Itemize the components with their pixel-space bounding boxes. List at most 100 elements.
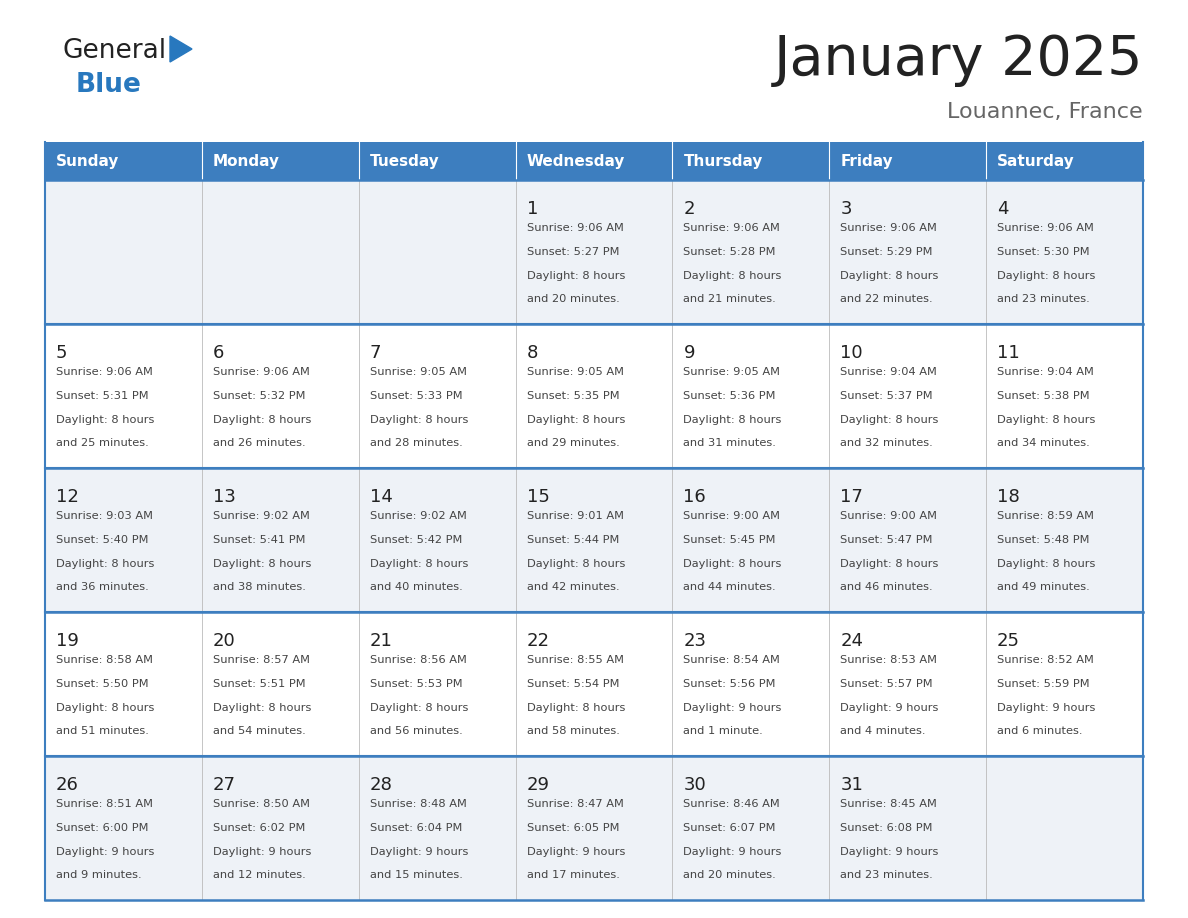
Text: Sunset: 5:32 PM: Sunset: 5:32 PM	[213, 391, 305, 401]
Text: Sunrise: 8:58 AM: Sunrise: 8:58 AM	[56, 655, 153, 666]
Text: Sunrise: 9:02 AM: Sunrise: 9:02 AM	[213, 511, 310, 521]
Text: Sunset: 5:40 PM: Sunset: 5:40 PM	[56, 535, 148, 545]
Bar	[672, 612, 829, 756]
Bar	[516, 324, 672, 468]
Text: Sunrise: 9:06 AM: Sunrise: 9:06 AM	[840, 223, 937, 233]
Text: and 40 minutes.: and 40 minutes.	[369, 583, 462, 592]
Text: Sunrise: 9:05 AM: Sunrise: 9:05 AM	[683, 367, 781, 377]
Text: January 2025: January 2025	[773, 33, 1143, 87]
Text: Sunrise: 9:01 AM: Sunrise: 9:01 AM	[526, 511, 624, 521]
Text: and 28 minutes.: and 28 minutes.	[369, 439, 462, 449]
Text: and 32 minutes.: and 32 minutes.	[840, 439, 933, 449]
Text: and 44 minutes.: and 44 minutes.	[683, 583, 776, 592]
Text: Sunrise: 8:45 AM: Sunrise: 8:45 AM	[840, 800, 937, 809]
Text: Daylight: 9 hours: Daylight: 9 hours	[213, 846, 311, 856]
Text: 7: 7	[369, 344, 381, 363]
Text: and 38 minutes.: and 38 minutes.	[213, 583, 305, 592]
Text: and 29 minutes.: and 29 minutes.	[526, 439, 619, 449]
Text: 17: 17	[840, 488, 864, 506]
Text: Blue: Blue	[76, 72, 141, 98]
Text: Sunset: 5:27 PM: Sunset: 5:27 PM	[526, 247, 619, 257]
Bar	[45, 324, 202, 468]
Bar	[672, 468, 829, 612]
Text: and 26 minutes.: and 26 minutes.	[213, 439, 305, 449]
Text: Sunset: 5:44 PM: Sunset: 5:44 PM	[526, 535, 619, 545]
Text: Sunrise: 9:06 AM: Sunrise: 9:06 AM	[997, 223, 1094, 233]
Text: and 42 minutes.: and 42 minutes.	[526, 583, 619, 592]
Text: and 17 minutes.: and 17 minutes.	[526, 870, 619, 880]
Text: Sunrise: 8:56 AM: Sunrise: 8:56 AM	[369, 655, 467, 666]
Text: Daylight: 9 hours: Daylight: 9 hours	[840, 702, 939, 712]
Text: Daylight: 8 hours: Daylight: 8 hours	[213, 415, 311, 425]
Text: Sunrise: 9:03 AM: Sunrise: 9:03 AM	[56, 511, 153, 521]
Text: 18: 18	[997, 488, 1019, 506]
Text: and 9 minutes.: and 9 minutes.	[56, 870, 141, 880]
Bar	[986, 612, 1143, 756]
Text: 4: 4	[997, 200, 1009, 218]
Text: 20: 20	[213, 633, 235, 650]
Text: Wednesday: Wednesday	[526, 154, 625, 169]
Text: Thursday: Thursday	[683, 154, 763, 169]
Text: Daylight: 8 hours: Daylight: 8 hours	[56, 702, 154, 712]
Text: Daylight: 9 hours: Daylight: 9 hours	[683, 846, 782, 856]
Bar	[829, 142, 986, 180]
Text: Tuesday: Tuesday	[369, 154, 440, 169]
Text: Sunrise: 8:52 AM: Sunrise: 8:52 AM	[997, 655, 1094, 666]
Text: Daylight: 9 hours: Daylight: 9 hours	[997, 702, 1095, 712]
Text: Daylight: 9 hours: Daylight: 9 hours	[526, 846, 625, 856]
Text: Sunset: 5:41 PM: Sunset: 5:41 PM	[213, 535, 305, 545]
Text: 26: 26	[56, 776, 78, 794]
Text: and 23 minutes.: and 23 minutes.	[840, 870, 933, 880]
Text: 31: 31	[840, 776, 864, 794]
Text: Sunrise: 9:06 AM: Sunrise: 9:06 AM	[526, 223, 624, 233]
Text: 14: 14	[369, 488, 392, 506]
Text: Sunset: 6:02 PM: Sunset: 6:02 PM	[213, 823, 305, 833]
Text: Sunrise: 8:46 AM: Sunrise: 8:46 AM	[683, 800, 781, 809]
Bar	[359, 324, 516, 468]
Text: Sunset: 5:30 PM: Sunset: 5:30 PM	[997, 247, 1089, 257]
Text: Friday: Friday	[840, 154, 893, 169]
Text: 6: 6	[213, 344, 225, 363]
Text: Sunrise: 8:48 AM: Sunrise: 8:48 AM	[369, 800, 467, 809]
Bar	[986, 142, 1143, 180]
Bar	[202, 142, 359, 180]
Bar	[672, 324, 829, 468]
Text: Sunrise: 8:51 AM: Sunrise: 8:51 AM	[56, 800, 153, 809]
Text: and 6 minutes.: and 6 minutes.	[997, 726, 1082, 736]
Text: Sunset: 6:04 PM: Sunset: 6:04 PM	[369, 823, 462, 833]
Text: Sunrise: 8:50 AM: Sunrise: 8:50 AM	[213, 800, 310, 809]
Text: and 22 minutes.: and 22 minutes.	[840, 295, 933, 305]
Text: Daylight: 8 hours: Daylight: 8 hours	[526, 415, 625, 425]
Text: Sunset: 5:47 PM: Sunset: 5:47 PM	[840, 535, 933, 545]
Bar	[672, 756, 829, 900]
Bar	[45, 180, 202, 324]
Text: Sunrise: 9:06 AM: Sunrise: 9:06 AM	[683, 223, 781, 233]
Text: Sunrise: 9:02 AM: Sunrise: 9:02 AM	[369, 511, 467, 521]
Text: Sunrise: 9:06 AM: Sunrise: 9:06 AM	[213, 367, 310, 377]
Text: Sunrise: 9:04 AM: Sunrise: 9:04 AM	[997, 367, 1094, 377]
Text: Sunset: 5:45 PM: Sunset: 5:45 PM	[683, 535, 776, 545]
Text: and 31 minutes.: and 31 minutes.	[683, 439, 776, 449]
Text: Sunrise: 9:06 AM: Sunrise: 9:06 AM	[56, 367, 153, 377]
Text: Daylight: 9 hours: Daylight: 9 hours	[56, 846, 154, 856]
Text: and 15 minutes.: and 15 minutes.	[369, 870, 462, 880]
Bar	[986, 180, 1143, 324]
Text: Sunset: 5:33 PM: Sunset: 5:33 PM	[369, 391, 462, 401]
Text: Daylight: 8 hours: Daylight: 8 hours	[369, 415, 468, 425]
Text: Daylight: 8 hours: Daylight: 8 hours	[683, 271, 782, 281]
Text: and 23 minutes.: and 23 minutes.	[997, 295, 1089, 305]
Text: 24: 24	[840, 633, 864, 650]
Text: and 54 minutes.: and 54 minutes.	[213, 726, 305, 736]
Bar	[516, 468, 672, 612]
Text: 25: 25	[997, 633, 1020, 650]
Text: and 25 minutes.: and 25 minutes.	[56, 439, 148, 449]
Text: Daylight: 8 hours: Daylight: 8 hours	[840, 559, 939, 569]
Text: Daylight: 8 hours: Daylight: 8 hours	[526, 559, 625, 569]
Text: Daylight: 8 hours: Daylight: 8 hours	[683, 559, 782, 569]
Text: Sunset: 5:53 PM: Sunset: 5:53 PM	[369, 679, 462, 689]
Bar	[45, 468, 202, 612]
Bar	[516, 180, 672, 324]
Text: Louannec, France: Louannec, France	[947, 102, 1143, 122]
Text: 10: 10	[840, 344, 862, 363]
Text: Sunset: 6:08 PM: Sunset: 6:08 PM	[840, 823, 933, 833]
